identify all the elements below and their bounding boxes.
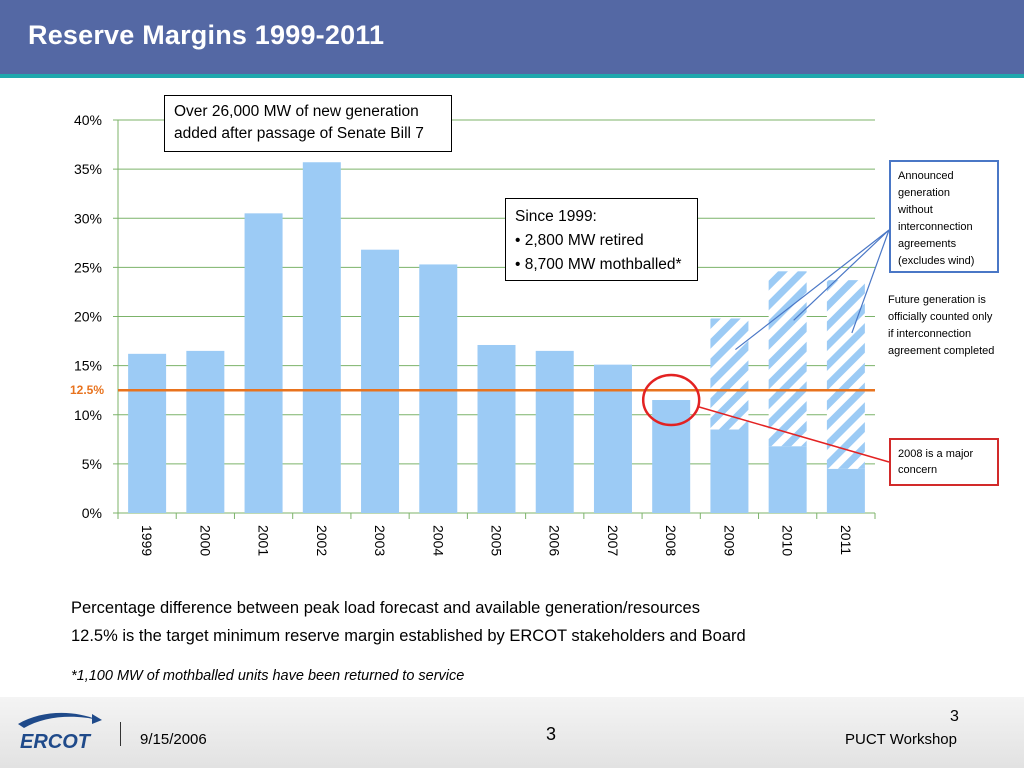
x-tick-label: 2005 (489, 525, 505, 556)
x-tick-label: 2008 (663, 525, 679, 556)
y-tick-label: 25% (74, 259, 102, 275)
slide-header (0, 0, 1024, 74)
bar-2011 (826, 468, 865, 513)
bar-2006 (535, 350, 574, 513)
callout-line: interconnection (898, 221, 973, 233)
callout-line: 2008 is a major (898, 448, 974, 460)
new-generation-callout: Over 26,000 MW of new generation added a… (164, 95, 452, 152)
x-tick-label: 2001 (256, 525, 272, 556)
target-line-label: 12.5% (70, 383, 104, 397)
callout-line: agreements (898, 238, 957, 250)
bar-2008 (652, 400, 691, 513)
callout-line: Announced (898, 170, 954, 182)
bar-2000 (186, 350, 225, 513)
y-tick-label: 5% (82, 456, 102, 472)
y-tick-label: 30% (74, 210, 102, 226)
page-number-right: 3 (950, 708, 959, 725)
callout-line: Since 1999: (515, 208, 597, 225)
callout-line: officially counted only (888, 311, 993, 323)
footnote: *1,100 MW of mothballed units have been … (71, 668, 465, 684)
callout-line: if interconnection (888, 328, 972, 340)
callout-line: without (898, 204, 933, 216)
announced-bar-2009 (710, 318, 749, 430)
announced-connector (793, 229, 890, 321)
logo-text: ERCOT (20, 731, 92, 753)
announced-bar-2011 (826, 280, 865, 469)
footer-date: 9/15/2006 (140, 731, 207, 748)
note-line: Percentage difference between peak load … (71, 599, 700, 617)
callout-line: Future generation is (888, 294, 986, 306)
callout-line: (excludes wind) (898, 255, 975, 267)
callout-line: concern (898, 464, 938, 476)
x-tick-label: 2002 (314, 525, 330, 556)
concern-connector (698, 406, 890, 463)
chart-notes: Percentage difference between peak load … (71, 596, 746, 652)
callout-line: • 2,800 MW retired (515, 232, 644, 249)
y-tick-label: 40% (74, 112, 102, 128)
x-tick-label: 2007 (605, 525, 621, 556)
highlight-circle (641, 373, 701, 427)
slide-footer (0, 697, 1024, 768)
bar-2001 (244, 213, 283, 513)
note-line: 12.5% is the target minimum reserve marg… (71, 627, 746, 645)
x-tick-label: 2000 (197, 525, 213, 556)
x-tick-label: 2009 (721, 525, 737, 556)
header-accent-line (0, 74, 1024, 78)
announced-connector (735, 229, 890, 351)
bar-2003 (361, 249, 400, 513)
bar-2002 (302, 162, 341, 513)
footer-separator (120, 722, 121, 746)
x-tick-label: 2011 (838, 525, 854, 555)
x-tick-label: 1999 (139, 525, 155, 556)
major-concern-callout: 2008 is a major concern (889, 438, 999, 486)
page-number-center: 3 (546, 724, 557, 744)
y-tick-label: 35% (74, 161, 102, 177)
y-tick-label: 10% (74, 407, 102, 423)
y-tick-label: 15% (74, 358, 102, 374)
slide-title: Reserve Margins 1999-2011 (28, 20, 385, 50)
bar-2007 (593, 364, 632, 513)
bar-2009 (710, 429, 749, 513)
bar-2005 (477, 344, 516, 513)
y-tick-label: 20% (74, 309, 102, 325)
reserve-margin-chart: 0% 5% 10% 15% 20% 25% 30% 35% 40% 1999 2000 2001 200… (70, 112, 890, 556)
announced-generation-callout: Announced generation without interconnec… (889, 160, 999, 273)
callout-line: agreement completed (888, 345, 995, 357)
footer-event: PUCT Workshop (845, 731, 957, 748)
announced-connector (851, 229, 890, 334)
since-1999-callout: Since 1999: • 2,800 MW retired • 8,700 M… (505, 198, 698, 281)
bar-2010 (768, 446, 807, 513)
callout-line: Over 26,000 MW of new generation (174, 103, 419, 120)
callout-line: • 8,700 MW mothballed* (515, 256, 682, 273)
bar-2004 (419, 264, 458, 513)
x-tick-label: 2003 (372, 525, 388, 556)
x-tick-label: 2010 (780, 525, 796, 556)
x-tick-label: 2004 (430, 525, 446, 556)
future-generation-note: Future generation is officially counted … (888, 292, 1018, 360)
callout-line: added after passage of Senate Bill 7 (174, 125, 424, 142)
callout-line: generation (898, 187, 950, 199)
ercot-logo: ERCOT (18, 712, 102, 753)
x-tick-label: 2006 (547, 525, 563, 556)
announced-bar-2010 (768, 271, 807, 447)
y-tick-label: 0% (82, 505, 102, 521)
bar-1999 (128, 353, 167, 513)
